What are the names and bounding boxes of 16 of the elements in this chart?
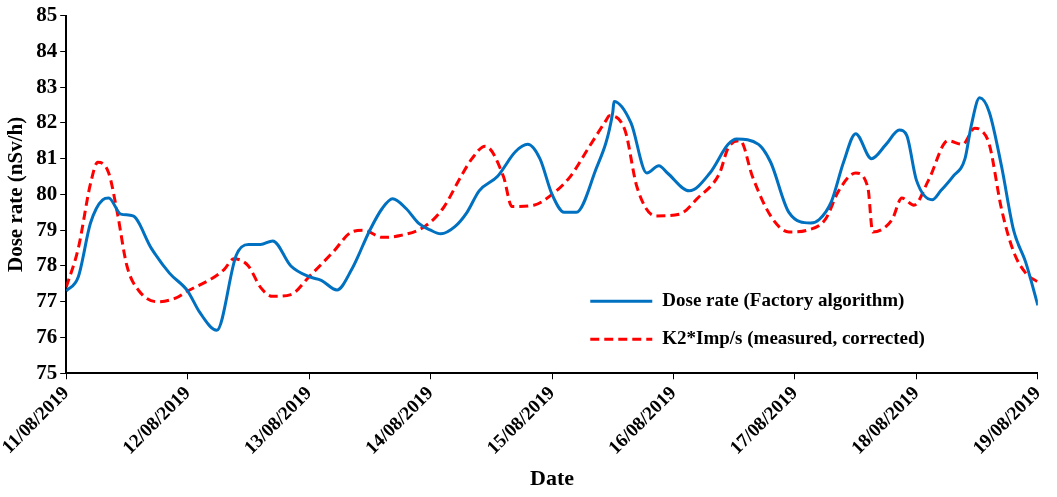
y-tick-label: 84 [36,37,58,62]
legend-label: K2*Imp/s (measured, corrected) [662,327,925,350]
x-axis-title: Date [530,465,575,491]
y-tick-label: 80 [36,180,58,205]
y-tick-label: 77 [36,288,58,313]
y-tick-label: 79 [36,216,58,241]
y-tick-label: 75 [36,359,58,384]
y-tick-label: 85 [36,2,58,27]
y-tick-label: 82 [36,109,58,134]
y-tick-label: 78 [36,252,58,277]
y-tick-label: 81 [36,145,58,170]
y-axis-title: Dose rate (nSv/h) [3,116,28,273]
legend-label: Dose rate (Factory algorithm) [662,289,905,312]
line-series [66,96,1038,332]
y-tick-label: 83 [36,73,58,98]
y-tick-label: 76 [36,323,58,348]
